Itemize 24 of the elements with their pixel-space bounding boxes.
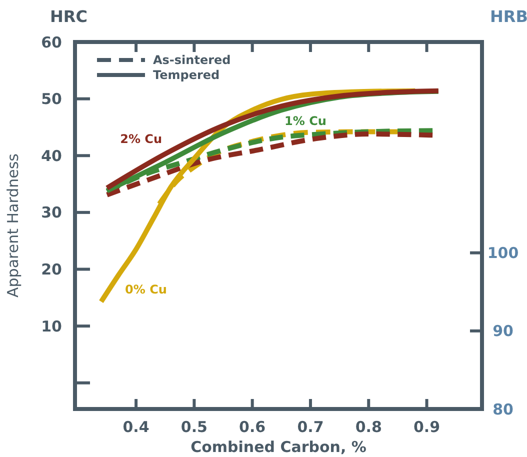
y-tick-label: 10 xyxy=(41,317,62,336)
series-label: 1% Cu xyxy=(284,114,326,128)
x-axis-title: Combined Carbon, % xyxy=(190,438,366,456)
y-tick-label: 60 xyxy=(41,33,62,52)
y2-tick-label: 100 xyxy=(487,244,519,262)
y-tick-label: 50 xyxy=(41,90,62,108)
y2-axis-title: HRB xyxy=(490,7,527,26)
y-tick-label: 40 xyxy=(41,146,62,165)
series-label: 0% Cu xyxy=(125,282,167,296)
series-label: 2% Cu xyxy=(120,132,162,146)
y2-tick-label: 80 xyxy=(492,400,514,418)
text: HRC xyxy=(50,7,88,26)
annotation: Tempered xyxy=(153,68,220,82)
x-tick-label: 0.4 xyxy=(122,418,150,436)
y-tick-label: 20 xyxy=(41,260,62,278)
y-tick-label: 30 xyxy=(41,204,62,222)
y2-tick-label: 90 xyxy=(492,322,514,340)
x-tick-label: 0.9 xyxy=(413,418,440,436)
y-axis-title: Apparent Hardness xyxy=(4,153,22,298)
x-tick-label: 0.8 xyxy=(355,418,382,436)
annotation: As-sintered xyxy=(153,53,231,68)
x-tick-label: 0.6 xyxy=(239,418,266,436)
x-tick-label: 0.7 xyxy=(297,418,324,436)
x-tick-label: 0.5 xyxy=(180,418,208,436)
